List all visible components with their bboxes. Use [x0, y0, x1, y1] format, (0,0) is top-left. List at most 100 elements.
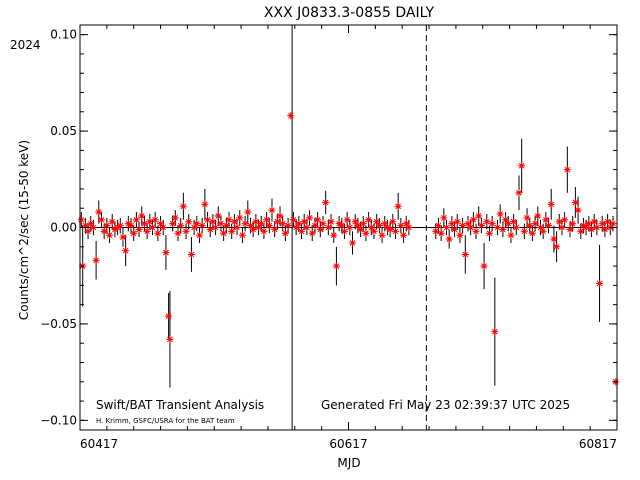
marker-stroke [441, 215, 447, 221]
marker-stroke [510, 218, 517, 225]
marker-stroke [207, 226, 214, 233]
data-point-marker [87, 220, 95, 228]
marker-stroke [136, 226, 142, 233]
data-point-marker [187, 251, 195, 258]
marker-stroke [583, 224, 589, 231]
footer-generated-text: Generated Fri May 23 02:39:37 UTC 2025 [321, 398, 570, 412]
data-point-marker [459, 222, 467, 230]
data-point-marker [171, 214, 179, 222]
marker-stroke [446, 236, 452, 242]
marker-stroke [87, 220, 94, 227]
data-point-marker [346, 224, 354, 231]
data-point-marker [127, 222, 135, 230]
data-point-marker [520, 227, 528, 235]
marker-stroke [486, 230, 493, 237]
data-point-marker [201, 200, 209, 208]
marker-stroke [231, 218, 238, 225]
data-point-marker [515, 189, 523, 197]
marker-stroke [502, 216, 509, 223]
data-point-marker [319, 220, 327, 228]
data-point-marker [322, 198, 330, 206]
data-point-marker [545, 222, 553, 230]
marker-stroke [172, 215, 179, 221]
data-point-marker [204, 216, 212, 224]
marker-stroke [290, 216, 297, 223]
marker-stroke [90, 224, 97, 231]
marker-stroke [537, 224, 544, 231]
data-point-marker [238, 231, 246, 239]
marker-stroke [373, 218, 380, 225]
data-point-marker [179, 202, 187, 210]
data-point-marker [303, 224, 311, 231]
marker-stroke [258, 220, 265, 227]
marker-stroke [398, 222, 404, 229]
data-point-marker [349, 239, 357, 247]
data-point-marker [539, 227, 547, 235]
data-point-marker [338, 222, 346, 230]
data-point-marker [193, 220, 201, 228]
data-point-marker [359, 220, 367, 228]
data-point-marker [343, 216, 351, 224]
data-point-marker [169, 220, 177, 228]
marker-stroke [95, 209, 102, 215]
marker-stroke [155, 230, 161, 237]
marker-stroke [317, 226, 324, 233]
data-point-marker [182, 227, 190, 235]
marker-stroke [250, 226, 256, 233]
marker-stroke [336, 220, 342, 227]
marker-stroke [532, 220, 538, 227]
data-point-marker [249, 225, 257, 233]
marker-stroke [138, 213, 145, 219]
x-tick-label: 60617 [329, 437, 367, 451]
data-point-marker [246, 222, 254, 230]
marker-stroke [513, 224, 520, 231]
marker-stroke [355, 222, 361, 229]
x-tick-label: 60417 [80, 437, 118, 451]
marker-stroke [483, 218, 490, 225]
data-point-marker [386, 225, 394, 233]
data-point-marker [95, 208, 103, 216]
marker-stroke [125, 220, 132, 227]
marker-stroke [451, 226, 458, 233]
data-point-marker [130, 229, 138, 237]
marker-stroke [521, 228, 528, 235]
data-point-marker [198, 222, 206, 230]
data-point-marker [268, 206, 276, 214]
data-point-marker [357, 225, 365, 233]
data-point-marker [255, 224, 263, 231]
marker-stroke [255, 224, 262, 231]
data-point-marker [547, 200, 555, 208]
data-point-marker [177, 222, 185, 230]
marker-stroke [242, 220, 248, 227]
data-point-marker [518, 162, 526, 170]
data-point-marker [405, 224, 413, 231]
data-point-marker [327, 218, 335, 226]
marker-stroke [325, 224, 332, 231]
marker-stroke [147, 218, 153, 225]
marker-stroke [360, 220, 367, 227]
data-point-marker [440, 214, 448, 222]
marker-stroke [400, 232, 407, 239]
data-point-marker [225, 216, 233, 224]
data-point-marker [97, 216, 105, 224]
marker-stroke [93, 257, 99, 264]
marker-stroke [586, 220, 592, 227]
marker-stroke [320, 220, 326, 227]
marker-stroke [253, 218, 259, 225]
marker-stroke [314, 216, 321, 223]
error-bars [80, 138, 614, 388]
marker-stroke [188, 251, 195, 258]
marker-stroke [395, 203, 401, 210]
data-point-marker [116, 222, 124, 230]
marker-stroke [384, 224, 391, 231]
data-point-marker [314, 216, 322, 224]
marker-stroke [347, 224, 353, 231]
data-point-marker [512, 224, 520, 231]
data-point-marker [316, 225, 324, 233]
marker-stroke [285, 222, 291, 229]
data-point-marker [475, 212, 483, 220]
marker-stroke [228, 228, 235, 235]
marker-stroke [85, 228, 91, 235]
marker-stroke [494, 224, 501, 231]
